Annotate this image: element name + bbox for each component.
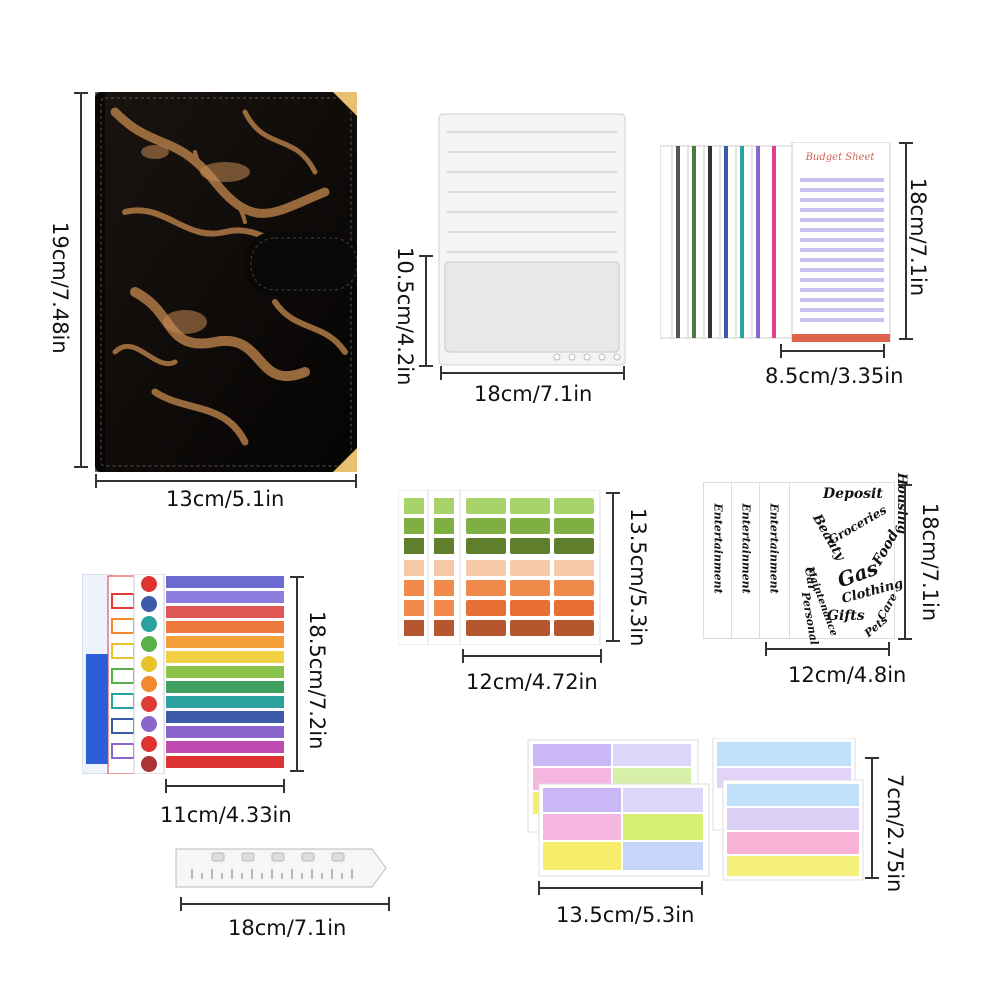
sheets-height-line [905,142,907,340]
sheets-width-label: 8.5cm/3.35in [765,364,904,388]
envelopes-width-line [440,372,625,374]
stickers-width-line [765,648,890,650]
ruler-image [172,843,390,893]
sticker-word: Entertainment [739,503,753,594]
pastel-width-label: 13.5cm/5.3in [556,903,695,927]
pastel-labels-image [525,738,865,883]
color-labels-width-label: 12cm/4.72in [466,670,598,694]
tabs-height-label: 18.5cm/7.2in [305,611,329,750]
tabs-width-label: 11cm/4.33in [160,803,292,827]
pastel-width-line [538,887,703,889]
envelopes-height-line [425,255,427,367]
sheets-width-line [780,350,885,352]
ruler-width-label: 18cm/7.1in [228,916,347,940]
color-labels-height-label: 13.5cm/5.3in [626,508,650,647]
color-labels-width-line [462,655,602,657]
stickers-height-line [904,484,906,640]
budget-sheet-title: Budget Sheet [805,152,876,163]
envelopes-width-label: 18cm/7.1in [474,382,593,406]
sticker-word: Entertainment [767,503,781,594]
sticker-word: Deposit [823,486,883,502]
sticker-word: Housing [894,472,910,535]
binder-height-label: 19cm/7.48in [48,222,72,354]
stickers-height-label: 18cm/7.1in [918,502,942,622]
category-stickers-image: Entertainment Entertainment Entertainmen… [703,473,909,646]
color-labels-image [398,490,601,645]
sheets-height-label: 18cm/7.1in [906,177,930,297]
pastel-height-line [871,757,873,879]
stickers-width-label: 12cm/4.8in [788,663,907,687]
pastel-height-label: 7cm/2.75in [883,774,907,893]
sticker-word: Gifts [827,608,865,624]
sticker-word: Entertainment [711,503,725,594]
binder-image [95,92,357,472]
budget-sheets-image: Budget Sheet [660,142,892,342]
tabs-height-line [296,576,298,772]
binder-width-line [95,480,357,482]
envelopes-image [437,112,627,367]
color-labels-height-line [612,492,614,642]
ruler-width-line [180,903,390,905]
binder-height-line [80,92,82,468]
tab-dividers-image [82,574,286,774]
binder-width-label: 13cm/5.1in [166,487,285,511]
envelopes-height-label: 10.5cm/4.2in [393,247,417,386]
tabs-width-line [165,785,285,787]
